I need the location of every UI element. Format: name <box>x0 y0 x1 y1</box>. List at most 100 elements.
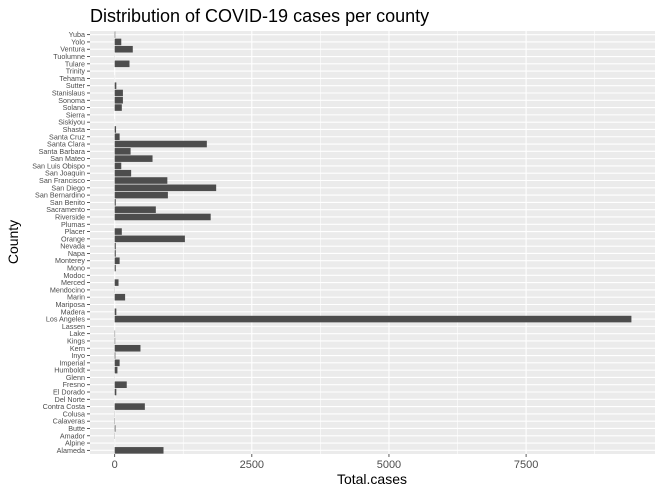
bar-madera <box>114 308 117 316</box>
y-tick-label: Yolo <box>71 37 85 46</box>
y-tick-label: Mono <box>67 264 85 273</box>
y-tick-label: Tulare <box>65 59 85 68</box>
bar-solano <box>114 104 122 111</box>
bar-san-diego <box>114 184 217 192</box>
y-tick-label: Imperial <box>59 358 85 367</box>
bar-yuba <box>114 31 116 38</box>
y-tick-label: Los Angeles <box>46 315 86 324</box>
bar-fresno <box>114 381 127 388</box>
bar-merced <box>114 279 119 286</box>
y-tick-label: Mendocino <box>50 285 85 294</box>
y-tick-label: Calaveras <box>53 417 86 426</box>
y-tick-label: Santa Cruz <box>49 132 85 141</box>
y-tick-label: Sacramento <box>46 205 85 214</box>
y-tick-label: Lake <box>69 329 85 338</box>
bar-mono <box>114 264 116 272</box>
chart-title: Distribution of COVID-19 cases per count… <box>90 6 429 26</box>
bar-yolo <box>114 38 122 46</box>
x-tick-label: 5000 <box>377 459 401 471</box>
bar-sutter <box>114 82 117 89</box>
y-tick-label: San Luis Obispo <box>32 161 85 170</box>
bar-san-mateo <box>114 155 153 162</box>
bar-el-dorado <box>114 388 117 396</box>
y-tick-label: Kern <box>70 344 85 353</box>
y-tick-label: Lassen <box>62 322 85 331</box>
bar-placer <box>114 228 122 235</box>
plot-panel <box>90 31 655 454</box>
x-tick-label: 0 <box>112 459 118 471</box>
y-tick-label: Monterey <box>55 256 85 265</box>
y-tick-label: Humboldt <box>54 366 85 375</box>
bar-santa-clara <box>114 140 207 148</box>
bar-tulare <box>114 60 130 68</box>
bar-riverside <box>114 213 211 221</box>
y-tick-label: Tehama <box>59 74 85 83</box>
bar-kern <box>114 344 141 352</box>
y-tick-label: Madera <box>61 307 85 316</box>
minor-gridlines <box>182 31 595 454</box>
y-tick-label: Modoc <box>63 271 85 280</box>
y-tick-label: Colusa <box>63 409 85 418</box>
bar-san-francisco <box>114 177 168 184</box>
y-tick-label: Alpine <box>65 439 85 448</box>
bar-contra-costa <box>114 403 145 410</box>
y-tick-label: Inyo <box>71 351 85 360</box>
bar-sacramento <box>114 206 156 213</box>
y-tick-label: San Mateo <box>50 154 85 163</box>
bar-nevada <box>114 242 116 250</box>
bar-san-bernardino <box>114 191 168 199</box>
y-tick-label: Del Norte <box>55 395 85 404</box>
bar-alameda <box>114 447 164 454</box>
bars <box>114 31 632 454</box>
y-tick-label: San Joaquin <box>45 169 85 178</box>
bar-santa-barbara <box>114 148 131 155</box>
y-tick-label: Amador <box>60 431 86 440</box>
y-tick-label: Shasta <box>63 125 85 134</box>
bar-sonoma <box>114 97 123 104</box>
y-tick-label: Siskiyou <box>58 118 85 127</box>
x-axis-ticks: 0 2500 5000 7500 <box>112 454 538 471</box>
y-tick-label: Alameda <box>57 446 85 455</box>
y-tick-label: Sutter <box>66 81 86 90</box>
y-tick-label: Butte <box>68 424 85 433</box>
y-tick-label: Napa <box>68 249 85 258</box>
bar-ventura <box>114 45 133 53</box>
y-tick-label: San Benito <box>50 198 85 207</box>
y-tick-label: Merced <box>61 278 85 287</box>
bar-imperial <box>114 359 120 367</box>
y-tick-label: Glenn <box>66 373 85 382</box>
y-tick-label: Solano <box>63 103 85 112</box>
bar-san-joaquin <box>114 169 132 177</box>
y-tick-label: Yuba <box>69 30 85 39</box>
y-tick-label: San Francisco <box>39 176 85 185</box>
y-tick-label: Stanislaus <box>52 88 86 97</box>
y-axis-ticks: AlamedaAlpineAmadorButteCalaverasColusaC… <box>32 30 90 455</box>
y-axis-title: County <box>5 220 21 264</box>
major-gridlines <box>90 31 655 454</box>
y-tick-label: Tuolumne <box>53 52 85 61</box>
bar-shasta <box>114 126 117 133</box>
y-tick-label: Orange <box>61 234 85 243</box>
bar-butte <box>114 425 116 432</box>
bar-los-angeles <box>114 315 632 323</box>
y-tick-label: Contra Costa <box>43 402 85 411</box>
y-tick-label: Sonoma <box>58 96 85 105</box>
y-tick-label: Sierra <box>66 110 85 119</box>
y-tick-label: Santa Barbara <box>39 147 85 156</box>
bar-napa <box>114 250 116 257</box>
y-tick-label: Nevada <box>60 242 85 251</box>
bar-orange <box>114 235 185 243</box>
bar-san-benito <box>114 199 116 206</box>
y-tick-label: El Dorado <box>53 388 85 397</box>
bar-monterey <box>114 257 120 265</box>
x-tick-label: 2500 <box>240 459 264 471</box>
x-tick-label: 7500 <box>514 459 538 471</box>
y-tick-label: Fresno <box>63 380 85 389</box>
y-tick-label: Trinity <box>66 67 86 76</box>
y-tick-label: Kings <box>67 336 85 345</box>
y-tick-label: Marin <box>67 293 85 302</box>
bar-san-luis-obispo <box>114 162 122 170</box>
bar-inyo <box>114 352 116 359</box>
bar-humboldt <box>114 366 118 374</box>
